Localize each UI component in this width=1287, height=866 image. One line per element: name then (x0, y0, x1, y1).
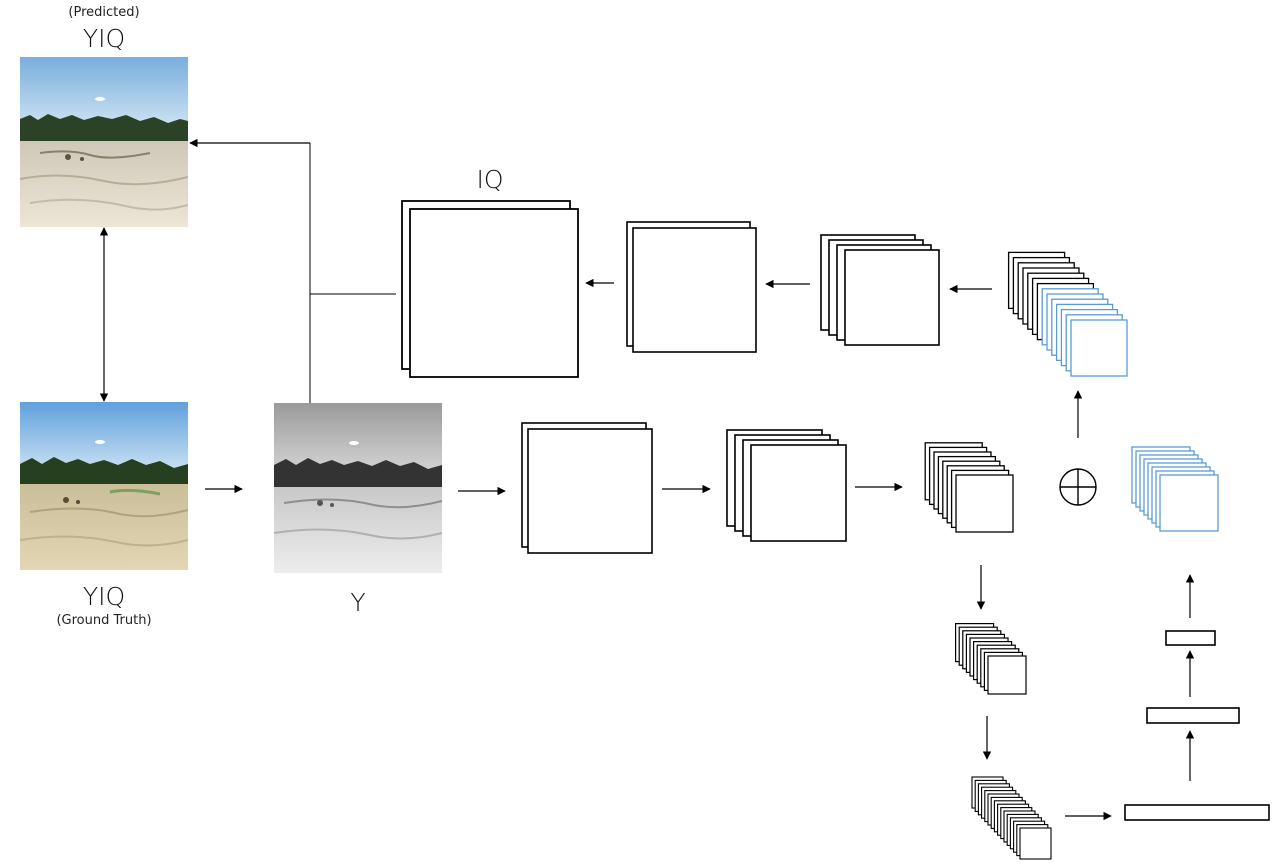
encoder-stack-5-layer (1019, 827, 1052, 860)
predicted-title: YIQ (82, 24, 126, 53)
iq-output-stack (401, 200, 579, 378)
encoder-stack-2-layer (750, 444, 847, 542)
circle-plus-icon (1059, 468, 1097, 506)
encoder-stack-1 (521, 422, 653, 554)
iq-label: IQ (476, 165, 504, 194)
decoder-stack-1-layer (844, 249, 940, 346)
ground-truth-caption: (Ground Truth) (56, 613, 152, 628)
fusion-stack (1007, 251, 1128, 377)
predicted-caption: (Predicted) (68, 5, 140, 20)
y-channel-image (274, 403, 442, 573)
predicted-yiq-image (20, 57, 188, 227)
fusion-stack-layer (1070, 319, 1128, 377)
decoder-stack-1 (820, 234, 940, 346)
encoder-stack-3 (924, 442, 1014, 533)
global-feature-stack (1131, 446, 1219, 532)
encoder-stack-1-layer (527, 428, 653, 554)
encoder-stack-4 (954, 622, 1027, 695)
ground-truth-yiq-image (20, 402, 188, 570)
decoder-stack-2 (626, 221, 757, 353)
fc-layer-2 (1146, 707, 1240, 724)
encoder-stack-3-layer (955, 474, 1014, 533)
ground-truth-title: YIQ (82, 582, 126, 611)
encoder-stack-2 (726, 429, 847, 542)
iq-output-stack-layer (409, 208, 579, 378)
fc-layer-1 (1124, 804, 1270, 821)
global-feature-stack-layer (1159, 474, 1219, 532)
decoder-stack-2-layer (632, 227, 757, 353)
fc-layer-3 (1165, 630, 1216, 646)
encoder-stack-4-layer (987, 655, 1027, 695)
y-label: Y (350, 588, 366, 617)
encoder-stack-5 (971, 776, 1052, 860)
